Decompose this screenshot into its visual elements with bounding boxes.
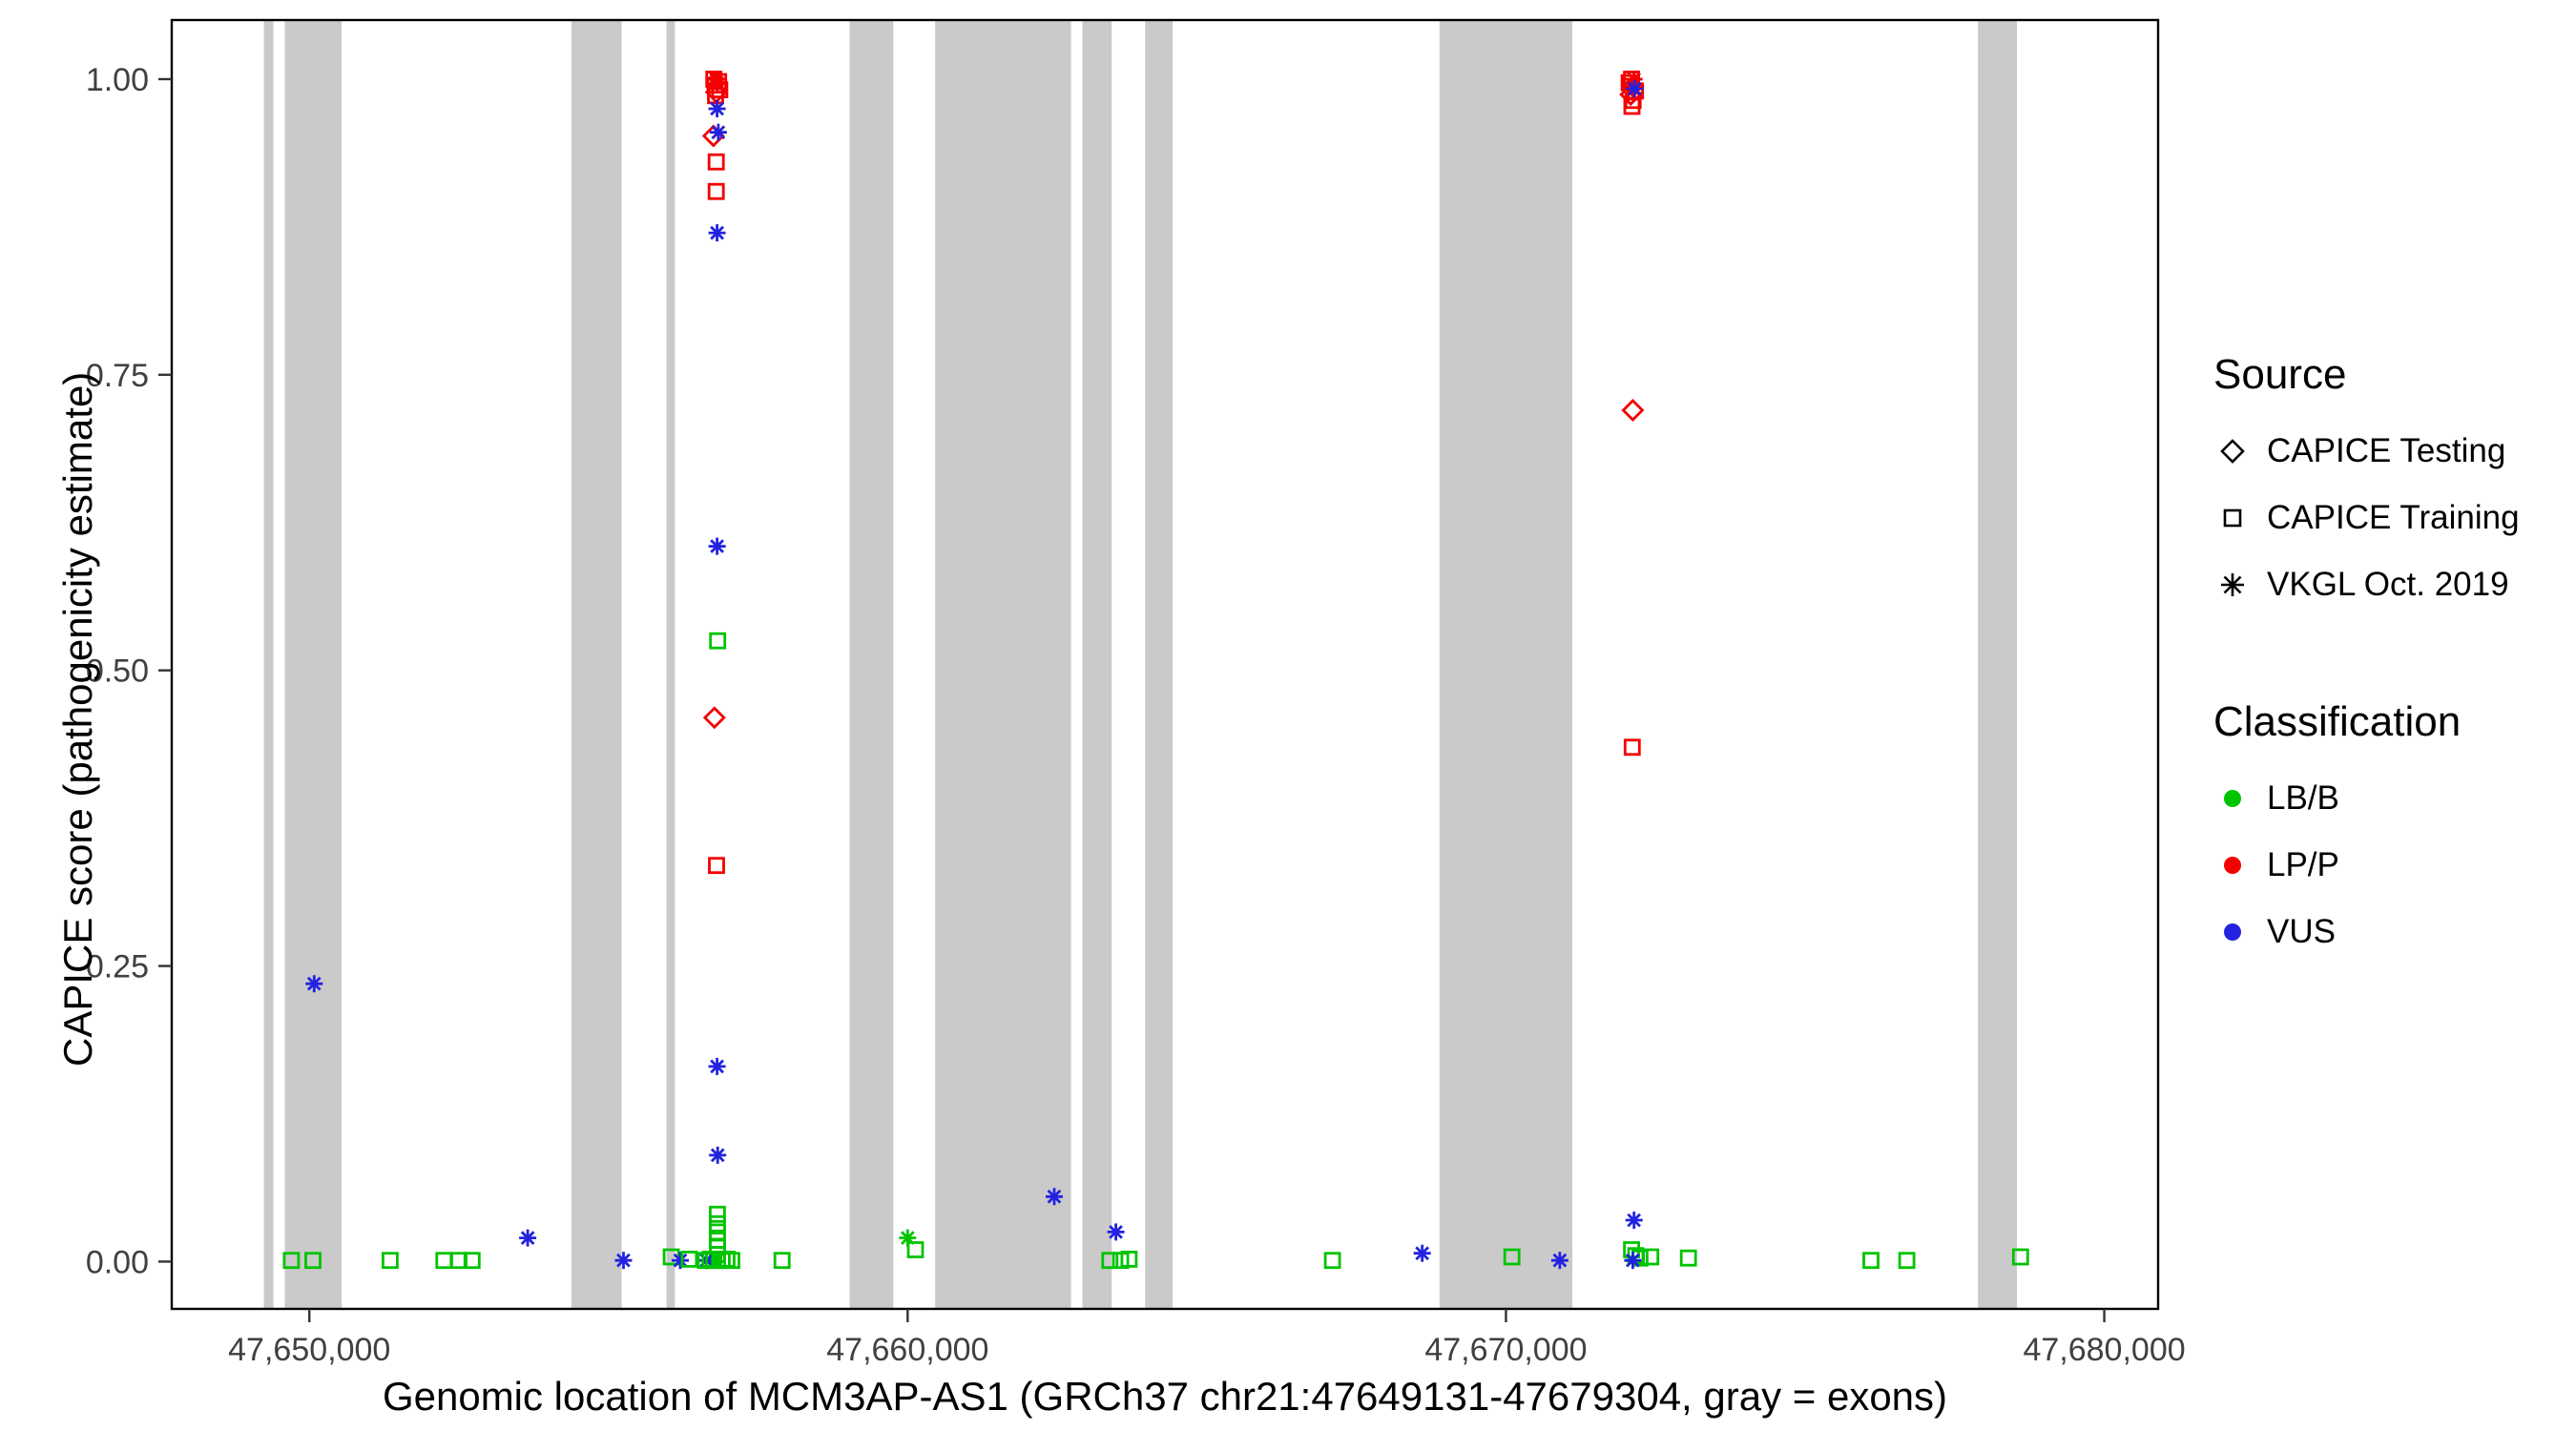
blue-dot-icon (2224, 923, 2241, 941)
exon-band (935, 20, 1071, 1309)
green-dot-icon (2224, 790, 2241, 807)
y-tick-label: 0.25 (86, 949, 149, 985)
point-vkgl (709, 123, 727, 141)
point-training (680, 1251, 698, 1268)
red-dot-icon (2224, 857, 2241, 874)
exon-band (849, 20, 894, 1309)
legend-item-vus: VUS (2213, 899, 2520, 965)
point-vkgl (1626, 79, 1644, 97)
point-training (707, 182, 725, 200)
point-vkgl (1624, 1252, 1642, 1270)
legend-item-lbb: LB/B (2213, 765, 2520, 832)
exon-band (1082, 20, 1112, 1309)
y-tick-label: 0.75 (86, 358, 149, 394)
x-tick-label: 47,660,000 (826, 1332, 988, 1368)
point-training (381, 1252, 399, 1270)
exon-band (284, 20, 343, 1309)
legend-item-capice-testing: CAPICE Testing (2213, 418, 2520, 485)
point-training (1323, 1252, 1341, 1270)
y-tick-label: 0.50 (86, 653, 149, 690)
exon-band (666, 20, 675, 1309)
y-tick-label: 1.00 (86, 62, 149, 98)
point-vkgl (519, 1229, 537, 1247)
x-axis-title: Genomic location of MCM3AP-AS1 (GRCh37 c… (382, 1374, 1948, 1419)
legend: Source CAPICE Testing CAPICE Training (2213, 351, 2520, 965)
exon-band (1145, 20, 1174, 1309)
square-icon (2223, 508, 2242, 528)
point-training (1642, 1248, 1660, 1266)
point-training (709, 1205, 726, 1223)
point-vkgl (1413, 1244, 1431, 1262)
point-vkgl (614, 1252, 633, 1270)
point-vkgl (708, 537, 726, 555)
asterisk-icon (2221, 573, 2244, 596)
legend-item-label: LP/P (2267, 846, 2339, 883)
panel-border (170, 18, 2160, 1311)
point-training (708, 857, 725, 875)
point-testing (1621, 399, 1645, 422)
point-training (1679, 1249, 1697, 1267)
point-vkgl (709, 1146, 727, 1164)
point-training (1623, 738, 1641, 757)
point-training (2011, 1248, 2029, 1266)
point-vkgl (1046, 1188, 1063, 1206)
x-tick-label: 47,680,000 (2023, 1332, 2185, 1368)
point-vkgl (708, 224, 726, 242)
legend-item-vkgl: VKGL Oct. 2019 (2213, 551, 2520, 618)
diamond-icon (2220, 439, 2245, 464)
point-training (463, 1252, 481, 1270)
point-training (282, 1252, 301, 1270)
x-tick-label: 47,650,000 (228, 1332, 390, 1368)
point-vkgl (305, 975, 323, 993)
legend-item-label: LB/B (2267, 779, 2339, 817)
legend-item-capice-training: CAPICE Training (2213, 485, 2520, 551)
legend-item-label: CAPICE Testing (2267, 432, 2506, 469)
point-training (709, 632, 727, 650)
point-training (1503, 1248, 1521, 1266)
point-training (1898, 1252, 1916, 1270)
point-vkgl (672, 1252, 689, 1270)
x-tick-label: 47,670,000 (1424, 1332, 1587, 1368)
point-training (1120, 1251, 1138, 1268)
legend-item-label: VUS (2267, 913, 2336, 950)
point-vkgl (1107, 1223, 1125, 1241)
point-vkgl (1625, 1212, 1643, 1229)
point-testing (702, 706, 726, 730)
legend-classification-title: Classification (2213, 698, 2462, 745)
point-training (1623, 97, 1641, 115)
point-training (773, 1252, 791, 1270)
point-training (1101, 1252, 1119, 1270)
point-training (707, 87, 724, 105)
point-training (707, 153, 725, 171)
point-training (1862, 1252, 1880, 1270)
point-vkgl (708, 1057, 726, 1075)
point-vkgl (708, 100, 726, 117)
exon-band (263, 20, 274, 1309)
exon-band (1978, 20, 2017, 1309)
y-axis-title: CAPICE score (pathogenicity estimate) (55, 371, 100, 1067)
point-training (304, 1252, 322, 1270)
point-training (906, 1241, 924, 1258)
exon-band (1439, 20, 1572, 1309)
y-tick-label: 0.00 (86, 1244, 149, 1280)
exon-band (571, 20, 622, 1309)
point-training (435, 1252, 453, 1270)
legend-item-lpp: LP/P (2213, 832, 2520, 899)
legend-item-label: CAPICE Training (2267, 499, 2520, 536)
point-vkgl (1550, 1252, 1568, 1270)
legend-item-label: VKGL Oct. 2019 (2267, 566, 2509, 603)
legend-source-title: Source (2213, 351, 2347, 398)
point-training (723, 1252, 740, 1270)
